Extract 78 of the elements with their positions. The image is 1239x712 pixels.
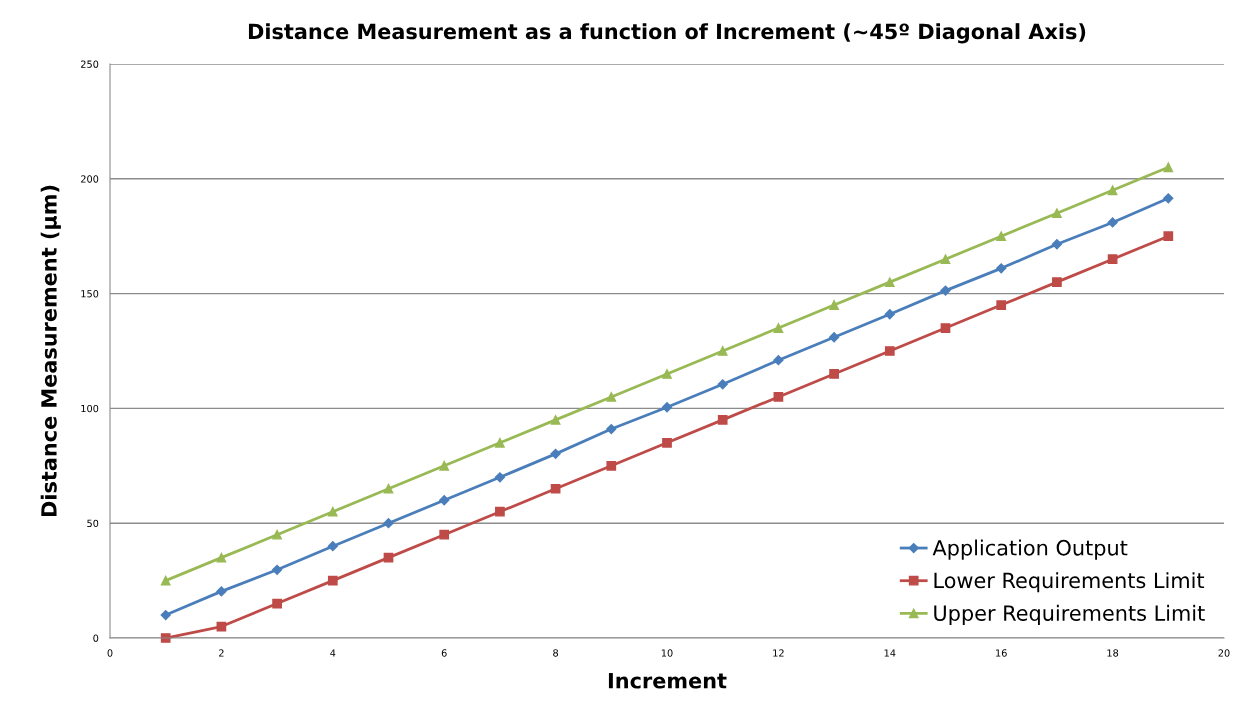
point xyxy=(327,541,338,552)
point xyxy=(1107,217,1118,228)
point xyxy=(773,392,784,402)
point xyxy=(662,437,672,448)
point xyxy=(550,415,561,425)
point xyxy=(940,323,951,333)
y-axis-title: Distance Measurement (µm) xyxy=(40,185,61,517)
point xyxy=(884,346,895,356)
point xyxy=(662,369,672,379)
point xyxy=(940,285,951,296)
point xyxy=(327,506,338,517)
x-tick-label: 2 xyxy=(219,649,224,657)
x-tick-label: 18 xyxy=(1107,649,1119,657)
point xyxy=(1163,193,1174,204)
point xyxy=(439,529,450,540)
y-tick-label: 50 xyxy=(87,519,99,528)
point xyxy=(717,415,728,425)
point xyxy=(773,323,784,333)
y-tick-label: 0 xyxy=(93,634,99,642)
point xyxy=(272,598,282,609)
point xyxy=(606,423,617,435)
legend-label: Lower Requirements Limit xyxy=(934,572,1205,593)
point xyxy=(996,263,1007,274)
x-tick-label: 6 xyxy=(441,649,447,657)
x-axis-title: Increment xyxy=(608,673,727,689)
point xyxy=(272,529,282,540)
point xyxy=(216,552,227,563)
point xyxy=(829,369,839,379)
point xyxy=(550,448,561,459)
point xyxy=(383,483,394,494)
point xyxy=(160,609,171,621)
point xyxy=(717,346,728,356)
point xyxy=(1107,254,1118,265)
x-tick-label: 12 xyxy=(773,649,784,657)
y-tick-label: 100 xyxy=(81,404,99,413)
point xyxy=(271,564,283,575)
x-tick-label: 0 xyxy=(107,649,113,657)
point xyxy=(383,518,394,529)
x-tick-label: 8 xyxy=(553,649,559,657)
x-tick-label: 10 xyxy=(661,649,673,657)
y-tick-label: 150 xyxy=(81,290,99,298)
point xyxy=(495,437,505,448)
point xyxy=(327,575,338,586)
point xyxy=(829,300,839,310)
point xyxy=(383,552,394,563)
point xyxy=(884,277,895,287)
y-tick-label: 250 xyxy=(81,60,99,68)
point xyxy=(439,460,450,471)
point xyxy=(494,472,506,483)
x-tick-label: 20 xyxy=(1218,649,1230,657)
point xyxy=(1163,231,1174,242)
point xyxy=(940,254,951,265)
point xyxy=(160,575,171,586)
point xyxy=(1163,162,1174,173)
point xyxy=(439,495,450,506)
x-tick-label: 16 xyxy=(996,649,1007,657)
point xyxy=(550,483,561,494)
x-tick-label: 14 xyxy=(884,649,896,657)
y-tick-label: 200 xyxy=(81,175,99,183)
point xyxy=(1107,185,1118,196)
point xyxy=(1052,208,1062,219)
point xyxy=(717,379,728,390)
point xyxy=(1051,239,1063,250)
legend-label: Upper Requirements Limit xyxy=(934,604,1205,625)
chart-title: Distance Measurement as a function of Increment (~45º Diagonal Axis) xyxy=(248,23,1086,44)
point xyxy=(606,392,617,402)
point xyxy=(661,402,673,413)
point xyxy=(828,332,840,343)
point xyxy=(495,506,505,517)
point xyxy=(996,231,1007,242)
point xyxy=(216,586,227,597)
point xyxy=(884,309,895,320)
point xyxy=(773,355,784,366)
point xyxy=(1052,277,1062,287)
x-tick-label: 4 xyxy=(330,649,336,657)
point xyxy=(996,300,1007,310)
legend-label: Application Output xyxy=(932,539,1128,560)
point xyxy=(606,460,617,471)
